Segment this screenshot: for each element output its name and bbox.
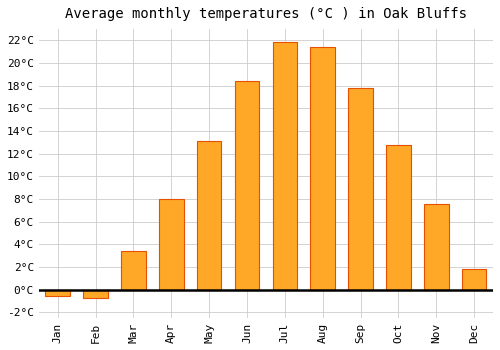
Bar: [84, 289, 108, 298]
Bar: [46, 289, 70, 296]
Bar: [197, 141, 222, 289]
Bar: [424, 203, 448, 289]
Bar: [159, 199, 184, 289]
Bar: [462, 269, 486, 289]
Bar: [272, 42, 297, 289]
Title: Average monthly temperatures (°C ) in Oak Bluffs: Average monthly temperatures (°C ) in Oa…: [65, 7, 467, 21]
Bar: [348, 88, 373, 289]
Bar: [386, 145, 410, 289]
Bar: [310, 47, 335, 289]
Bar: [234, 81, 260, 289]
Bar: [121, 251, 146, 289]
